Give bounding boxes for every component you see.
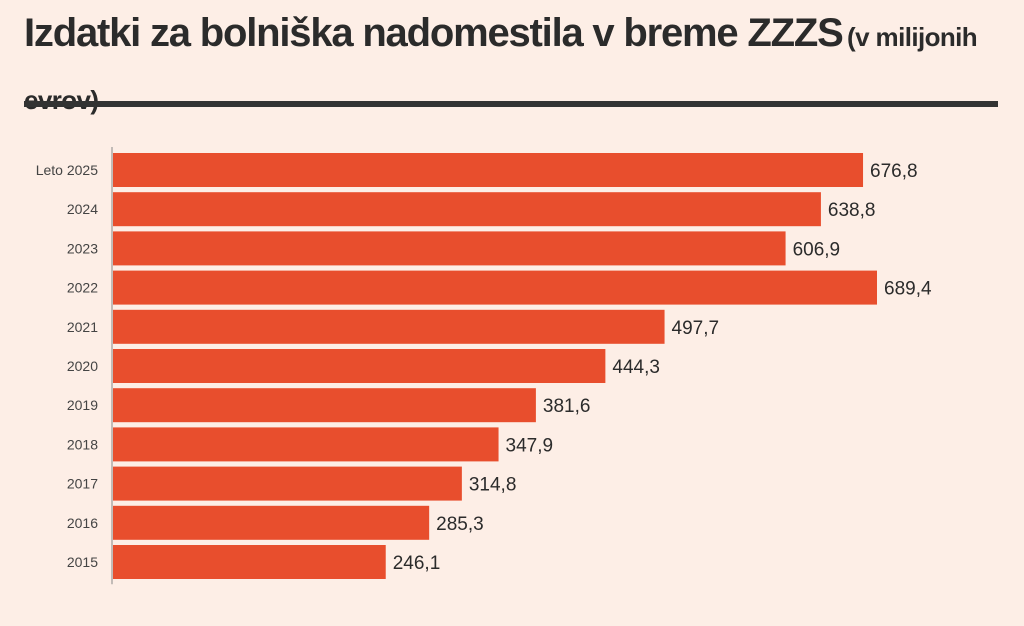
value-label: 285,3	[436, 514, 484, 535]
chart-title: Izdatki za bolniška nadomestila v breme …	[24, 4, 984, 134]
bar-1	[113, 192, 821, 227]
category-label: 2016	[67, 515, 98, 531]
bar-group: Leto 2025 676,8 2024 638,8 2023 606,9 2022 689,…	[36, 153, 932, 579]
bar-5	[113, 349, 606, 383]
bar-2	[113, 231, 786, 266]
bar-8	[113, 466, 462, 501]
value-label: 638,8	[828, 200, 876, 221]
bar-10	[113, 545, 386, 579]
bar-0	[113, 153, 864, 187]
category-label: Leto 2025	[36, 162, 98, 178]
category-label: 2019	[67, 397, 98, 413]
category-label: 2015	[67, 554, 98, 570]
value-label: 676,8	[870, 161, 918, 182]
category-label: 2021	[67, 319, 98, 335]
value-label: 497,7	[672, 318, 720, 339]
value-label: 347,9	[506, 435, 554, 456]
value-label: 314,8	[469, 475, 517, 496]
category-label: 2024	[67, 201, 98, 217]
chart-title-unit: (v milijonih evrov)	[24, 22, 978, 115]
value-label: 606,9	[793, 239, 841, 260]
category-label: 2022	[67, 280, 98, 296]
category-label: 2023	[67, 240, 98, 256]
chart-title-main: Izdatki za bolniška nadomestila v breme …	[24, 11, 844, 55]
value-label: 444,3	[612, 357, 660, 378]
category-label: 2020	[67, 358, 98, 374]
bar-9	[113, 505, 430, 540]
bar-6	[113, 388, 536, 423]
value-label: 246,1	[393, 553, 441, 574]
title-divider	[24, 101, 998, 107]
bar-3	[113, 270, 877, 305]
bar-7	[113, 427, 499, 462]
category-label: 2018	[67, 436, 98, 452]
bar-4	[113, 309, 665, 344]
value-label: 381,6	[543, 396, 591, 417]
value-label: 689,4	[884, 279, 932, 300]
category-label: 2017	[67, 476, 98, 492]
